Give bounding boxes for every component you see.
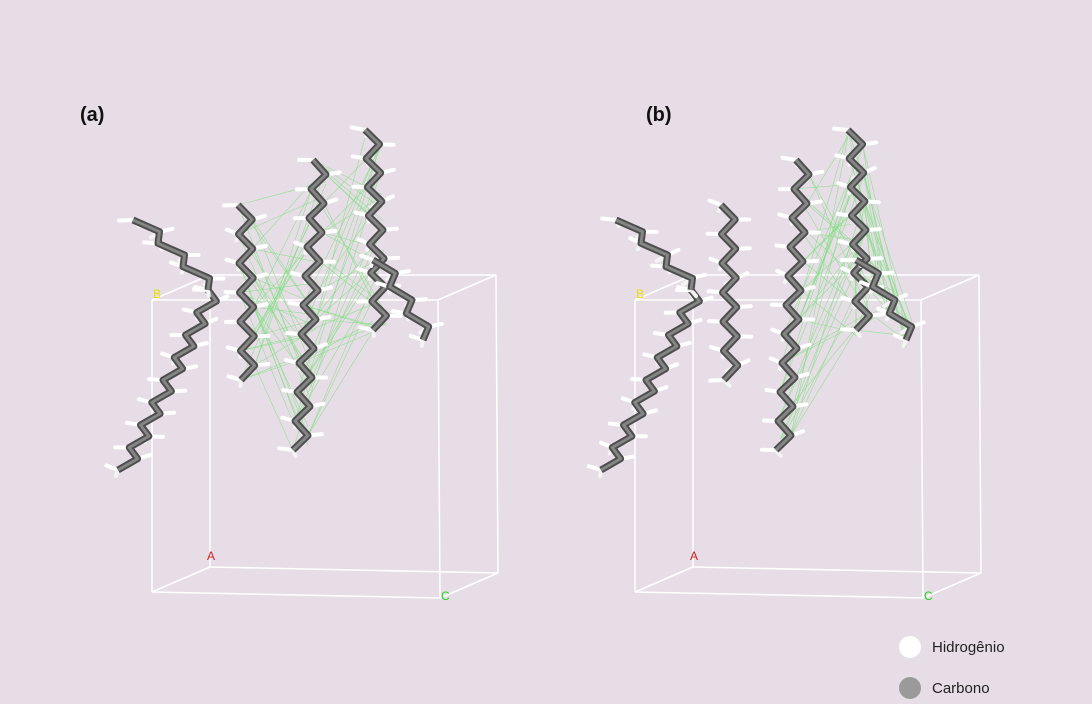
- legend-swatch: [899, 677, 921, 699]
- bond: [352, 127, 365, 130]
- bond: [208, 290, 209, 296]
- axis-label: B: [636, 287, 644, 301]
- bond: [373, 330, 374, 336]
- axis-label: A: [207, 549, 215, 563]
- bond: [834, 129, 848, 130]
- panel-label: (a): [80, 104, 104, 126]
- axis-label: C: [441, 589, 450, 603]
- legend-label: Hidrogênio: [932, 639, 1005, 656]
- axis-label: B: [153, 287, 161, 301]
- bond: [602, 218, 616, 220]
- bond: [600, 470, 601, 476]
- bond: [279, 448, 293, 450]
- axis-label: C: [924, 589, 933, 603]
- legend-swatch: [899, 636, 921, 658]
- bond: [903, 340, 906, 346]
- bond: [422, 340, 423, 346]
- panel-label: (b): [646, 104, 672, 126]
- bond: [116, 470, 118, 476]
- bond: [842, 329, 856, 330]
- axis-label: A: [690, 549, 698, 563]
- bond: [224, 205, 238, 206]
- bond: [119, 220, 133, 221]
- bond: [783, 158, 796, 160]
- figure: (a) B A C (b) B A C Hidrogênio Carbono: [0, 0, 1092, 704]
- bond: [710, 380, 724, 381]
- legend-label: Carbono: [932, 680, 990, 697]
- bond: [240, 380, 241, 386]
